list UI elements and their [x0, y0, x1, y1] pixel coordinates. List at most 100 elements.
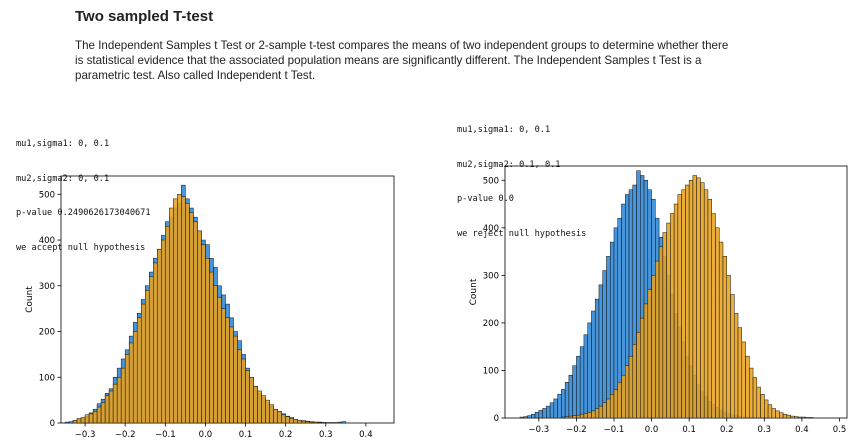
histogram-bar: [594, 298, 600, 419]
right-output-block: mu1,sigma1: 0, 0.1 mu2,sigma2: 0.1, 0.1 …: [457, 102, 586, 252]
histogram-bar: [257, 390, 262, 424]
histogram-bar: [609, 241, 615, 419]
x-tick-label: 0.3: [319, 430, 333, 440]
y-tick-label: 100: [483, 366, 499, 376]
left-output-line-4: we accept null hypothesis: [16, 242, 146, 253]
histogram-bar: [88, 413, 94, 424]
histogram-bar: [197, 230, 202, 424]
x-tick-label: −0.3: [529, 425, 550, 435]
histogram-bar: [640, 317, 645, 419]
histogram-bar: [726, 275, 731, 419]
left-histogram-chart: −0.3 −0.2 −0.1 0.0 0.1 0.2 0.3 0.4 0 100 200 300 400…: [25, 175, 395, 440]
histogram-bar: [700, 182, 705, 419]
histogram-bar: [225, 317, 230, 424]
histogram-bar: [64, 421, 70, 424]
histogram-bar: [531, 413, 536, 419]
histogram-bar: [583, 413, 588, 419]
histogram-bar: [564, 416, 570, 419]
histogram-bar: [692, 175, 697, 419]
histogram-bar: [591, 410, 596, 419]
histogram-bar: [594, 408, 600, 419]
page-title: Two sampled T-test: [75, 8, 214, 25]
histogram-bar: [265, 399, 270, 424]
histogram-bar: [591, 310, 596, 419]
histogram-bar: [132, 331, 138, 424]
histogram-bar: [598, 405, 603, 419]
x-tick-label: −0.1: [155, 430, 176, 440]
histogram-bar: [233, 335, 238, 424]
histogram-bar: [157, 248, 162, 424]
histogram-bar: [289, 418, 294, 424]
y-tick-label: 400: [483, 224, 499, 234]
y-tick-label: 300: [483, 271, 499, 281]
histogram-bar: [730, 294, 735, 419]
x-tick-label: 0.0: [645, 425, 659, 435]
y-tick-label: 200: [483, 319, 499, 329]
histogram-bar: [568, 415, 573, 419]
histogram-bar: [771, 408, 776, 419]
right-histogram-chart: −0.3 −0.2 −0.1 0.0 0.1 0.2 0.3 0.4 0.5 0 100 200 300…: [469, 165, 848, 435]
histogram-bar: [193, 221, 198, 424]
histogram-bar: [579, 346, 585, 419]
histogram-bar: [253, 386, 258, 424]
y-tick-label: 300: [39, 282, 55, 292]
x-tick-label: 0.1: [239, 430, 253, 440]
histogram-bar: [538, 410, 543, 419]
x-tick-label: 0.4: [795, 425, 809, 435]
histogram-bar: [636, 332, 641, 419]
histogram-bar: [72, 420, 78, 424]
histogram-bar: [617, 382, 622, 419]
right-output-line-3: p-value 0.0: [457, 194, 514, 204]
histogram-bar: [662, 232, 667, 419]
histogram-bar: [177, 194, 182, 424]
histogram-bar: [797, 416, 803, 419]
histogram-bar: [722, 256, 727, 419]
histogram-bar: [309, 421, 315, 424]
x-tick-label: 0.0: [199, 430, 213, 440]
x-tick-label: 0.2: [279, 430, 293, 440]
histogram-bar: [205, 258, 210, 424]
y-tick-label: 500: [39, 190, 55, 200]
histogram-bar: [241, 358, 246, 424]
histogram-bar: [140, 303, 146, 424]
x-tick-label: 0.2: [720, 425, 734, 435]
histogram-bar: [606, 256, 611, 419]
left-output-line-3: p-value 0.2490626173040671: [16, 208, 151, 218]
x-tick-label: 0.3: [758, 425, 772, 435]
histogram-bar: [602, 270, 607, 419]
histogram-bar: [606, 398, 611, 419]
x-tick-label: 0.4: [359, 430, 373, 440]
histogram-bar: [549, 402, 555, 419]
histogram-bar: [153, 262, 158, 424]
histogram-bar: [229, 326, 234, 424]
histogram-bar: [285, 416, 290, 424]
histogram-bar: [579, 413, 585, 419]
histogram-bar: [576, 355, 581, 419]
histogram-bar: [647, 289, 652, 419]
histogram-bar: [688, 180, 694, 419]
histogram-bar: [80, 417, 86, 424]
histogram-series-2: [72, 194, 327, 424]
histogram-bar: [221, 308, 226, 424]
histogram-bar: [764, 399, 769, 419]
histogram-bar: [76, 418, 82, 424]
y-axis-label: Count: [469, 278, 479, 305]
y-tick-label: 200: [39, 328, 55, 338]
histogram-bar: [561, 389, 566, 419]
x-tick-label: −0.1: [604, 425, 625, 435]
histogram-bar: [572, 415, 577, 419]
histogram-bar: [553, 398, 558, 419]
histogram-bar: [96, 406, 102, 424]
histogram-bar: [92, 411, 98, 424]
x-tick-label: 0.1: [682, 425, 696, 435]
histogram-bar: [213, 285, 218, 424]
histogram-bar: [293, 419, 298, 424]
histogram-bar: [124, 354, 130, 424]
histogram-bar: [523, 416, 528, 419]
histogram-bar: [655, 260, 660, 419]
histogram-bar: [673, 203, 679, 419]
histogram-bar: [632, 344, 637, 419]
histogram-bar: [209, 271, 214, 424]
x-tick-label: 0.5: [833, 425, 847, 435]
histogram-bar: [587, 412, 592, 419]
